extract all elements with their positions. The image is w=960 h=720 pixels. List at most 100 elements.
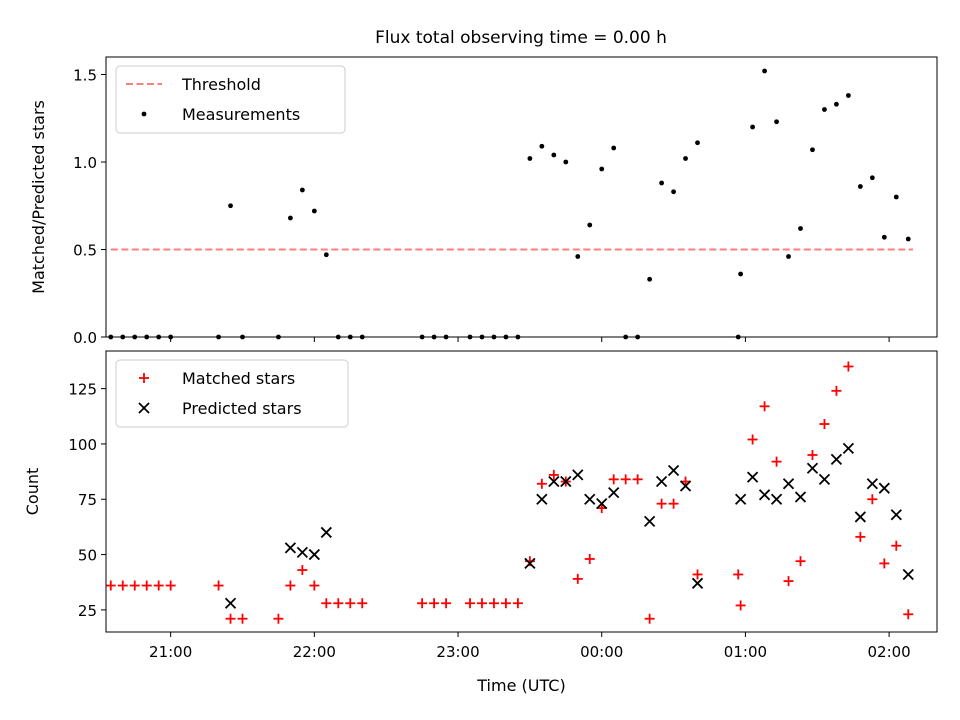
predicted-stars-point [794, 491, 807, 503]
predicted-stars-point [224, 597, 237, 609]
matched-stars-point [512, 598, 523, 609]
y-axis-label: Matched/Predicted stars [29, 100, 48, 294]
measurement-point [798, 226, 803, 231]
matched-stars-point [105, 580, 116, 591]
matched-stars-point [584, 553, 595, 564]
y-tick-label: 50 [78, 547, 97, 565]
matched-stars-point [819, 419, 830, 430]
ratio-panel: 0.0 0.5 1.0 1.5 Matched/Predicted stars Thres… [29, 56, 938, 347]
measurement-point [834, 101, 839, 107]
predicted-stars-point [655, 475, 668, 488]
legend-label: Threshold [181, 75, 261, 94]
matched-stars-point [879, 558, 890, 569]
measurement-point [323, 252, 329, 258]
x-tick-label: 23:00 [436, 643, 479, 661]
predicted-stars-point [608, 486, 620, 499]
matched-stars-point [476, 598, 487, 609]
matched-stars-point [644, 613, 655, 624]
x-tick-label: 21:00 [149, 643, 192, 661]
x-tick-label: 22:00 [293, 643, 336, 661]
matched-stars-point [632, 474, 643, 485]
matched-stars-point [165, 580, 176, 591]
matched-stars-point [747, 434, 758, 445]
measurement-point [563, 159, 569, 165]
y-tick-label: 75 [78, 491, 97, 509]
x-tick-label: 02:00 [867, 643, 910, 661]
legend: Matched stars Predicted stars [115, 359, 349, 428]
matched-stars-point [488, 598, 499, 609]
predicted-stars-point [320, 526, 332, 539]
matched-stars-point [733, 569, 744, 580]
matched-stars-point [129, 580, 140, 591]
matched-stars-point [620, 474, 631, 485]
measurement-point [611, 145, 617, 151]
measurement-point [695, 140, 700, 146]
matched-stars-point [225, 613, 236, 624]
matched-stars-point [735, 600, 746, 611]
measurement-point [881, 234, 887, 240]
predicted-stars-point [902, 568, 914, 581]
predicted-stars-point [548, 475, 560, 488]
matched-stars-point [345, 598, 356, 609]
y-tick-label: 1.5 [73, 67, 97, 85]
matched-stars-point [500, 598, 511, 609]
legend-box [115, 65, 346, 134]
matched-stars-point [795, 556, 806, 567]
matched-stars-point [572, 573, 583, 584]
matched-stars-point [771, 456, 782, 467]
measurement-point [671, 189, 676, 195]
measurement-point [822, 107, 827, 112]
y-axis-label: Count [23, 468, 42, 516]
matched-stars-point [536, 478, 547, 489]
measurement-point [857, 184, 863, 189]
matched-stars-point [524, 556, 535, 567]
matched-stars-point [891, 540, 902, 551]
measurement-point [551, 152, 557, 158]
matched-stars-point [903, 609, 914, 620]
measurement-point [288, 215, 293, 221]
matched-stars-point [273, 613, 284, 624]
legend-label: Measurements [182, 105, 300, 124]
measurement-point [659, 180, 664, 186]
predicted-stars-point [284, 542, 297, 554]
measurement-point [299, 187, 305, 193]
matched-stars-point [321, 598, 332, 609]
predicted-stars-point [536, 493, 548, 505]
matched-stars-point [153, 580, 164, 591]
predicted-stars-point [890, 509, 902, 521]
matched-stars-point [297, 565, 308, 576]
predicted-stars-point [596, 498, 608, 510]
matched-stars-point [608, 474, 619, 485]
matched-stars-point [333, 598, 344, 609]
y-tick-label: 125 [68, 381, 97, 399]
y-tick-label: 100 [68, 436, 97, 454]
matched-stars-point [692, 569, 703, 580]
predicted-stars-point [296, 546, 309, 558]
matched-stars-point [213, 580, 224, 591]
predicted-stars-point [758, 489, 771, 501]
measurement-point [905, 236, 911, 242]
measurement-point [845, 93, 851, 98]
predicted-stars-point [842, 442, 855, 454]
predicted-stars-point [691, 577, 704, 589]
predicted-stars-point [818, 473, 831, 485]
matched-stars-point [441, 598, 452, 609]
legend-label: Predicted stars [182, 399, 302, 418]
legend: Threshold Measurements [115, 65, 346, 134]
measurement-point [810, 147, 815, 153]
count-panel: 25 50 75 100 125 21:00 22:00 23:00 00:00 01:00 02:… [23, 350, 938, 695]
matched-stars-point [831, 385, 842, 396]
measurement-point [311, 208, 317, 214]
measurement-point [869, 175, 875, 181]
matched-stars-point [357, 598, 368, 609]
measurement-point [527, 156, 533, 161]
measurement-point [539, 143, 545, 149]
y-tick-label: 0.5 [73, 242, 97, 260]
axes-frame [105, 350, 938, 633]
measurement-point [893, 194, 899, 200]
matched-stars-point [465, 598, 476, 609]
x-tick-label: 01:00 [724, 643, 767, 661]
measurement-point [599, 166, 605, 172]
matched-stars-point [429, 598, 440, 609]
measurement-point [762, 68, 767, 74]
